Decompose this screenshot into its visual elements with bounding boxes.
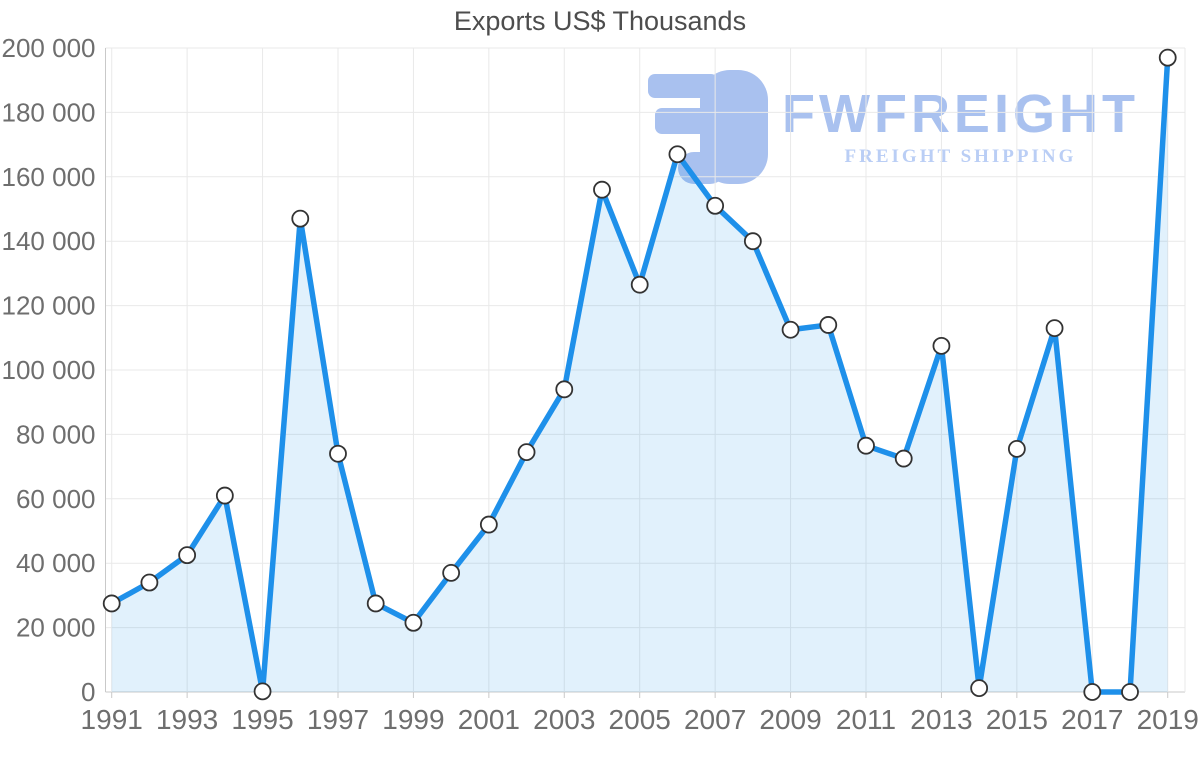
x-axis-label: 2007 [684,704,746,735]
x-axis-label: 1995 [231,704,293,735]
y-axis-label: 100 000 [2,355,96,385]
y-axis-label: 120 000 [2,291,96,321]
data-point-2003[interactable] [555,380,574,399]
data-point-1991[interactable] [102,594,121,613]
data-point-1999[interactable] [404,613,423,632]
y-axis-label: 40 000 [16,548,96,578]
y-axis-label: 140 000 [2,226,96,256]
brand-name: FWFREIGHT [782,83,1139,144]
x-axis-label: 2009 [759,704,821,735]
x-axis-label: 2003 [533,704,595,735]
data-point-1997[interactable] [329,444,347,463]
x-axis-label: 1997 [307,704,369,735]
data-point-2018[interactable] [1121,683,1139,701]
data-point-1998[interactable] [366,594,385,613]
data-point-1996[interactable] [291,209,310,228]
y-axis-label: 20 000 [16,613,96,643]
data-point-2014[interactable] [970,679,989,698]
y-axis-label: 200 000 [2,33,96,63]
y-axis-label: 80 000 [16,419,96,449]
data-point-2016[interactable] [1045,319,1064,338]
y-axis-label: 160 000 [2,162,96,192]
data-point-2009[interactable] [781,320,800,339]
data-point-1992[interactable] [140,573,159,592]
brand-tagline: FREIGHT SHIPPING [844,145,1077,167]
y-axis-label: 0 [81,677,95,707]
data-point-2017[interactable] [1083,683,1102,701]
x-axis-label: 2011 [836,704,896,735]
chart-title: Exports US$ Thousands [453,6,747,36]
x-axis-label: 2013 [910,704,972,735]
x-axis-label: 2005 [609,704,671,735]
data-point-2002[interactable] [517,443,536,462]
brand-text: FWFREIGHT FREIGHT SHIPPING [782,87,1139,168]
brand-watermark: FWFREIGHT FREIGHT SHIPPING [648,70,1139,184]
data-point-2000[interactable] [442,563,461,582]
data-point-2019[interactable] [1158,48,1177,67]
x-axis-label: 1999 [382,704,444,735]
x-axis-label: 2019 [1137,704,1199,735]
data-point-2005[interactable] [630,275,649,294]
data-point-2012[interactable] [894,449,913,468]
data-point-2004[interactable] [593,180,611,199]
data-point-2010[interactable] [819,316,838,334]
y-axis-label: 60 000 [16,484,96,514]
data-point-2013[interactable] [932,336,951,355]
area-fill [111,57,1168,693]
data-point-1995[interactable] [253,682,272,701]
data-point-2001[interactable] [479,515,498,534]
data-point-2007[interactable] [706,196,725,215]
y-axis-label: 180 000 [2,97,96,127]
data-point-1994[interactable] [215,486,234,505]
x-axis-label: 1993 [156,704,218,735]
x-axis-label: 2001 [458,704,520,735]
x-axis-label: 2017 [1061,704,1123,735]
data-point-2015[interactable] [1007,439,1026,458]
data-point-2011[interactable] [857,436,875,455]
data-point-2006[interactable] [668,145,687,164]
x-axis-label: 2015 [986,704,1048,735]
data-point-1993[interactable] [178,546,197,565]
data-point-2008[interactable] [743,232,762,251]
x-axis-label: 1991 [81,704,143,735]
